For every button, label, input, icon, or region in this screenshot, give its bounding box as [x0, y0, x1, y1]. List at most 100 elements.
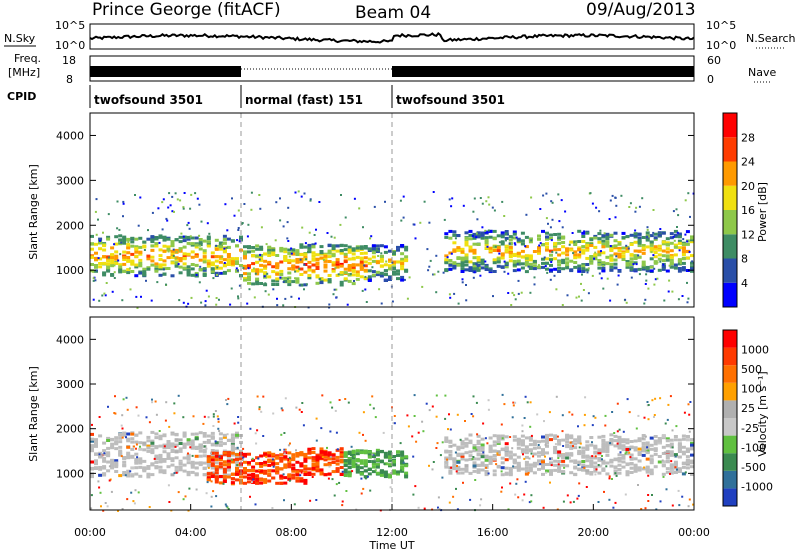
power-noise: [380, 252, 383, 255]
power-cell: [524, 263, 529, 267]
velocity-cell: [259, 481, 264, 485]
power-noise: [654, 278, 657, 281]
velocity-cell: [146, 449, 151, 453]
power-noise: [646, 226, 649, 229]
power-cell: [641, 248, 646, 252]
velocity-cell: [532, 471, 537, 475]
velocity-cell: [597, 448, 602, 452]
velocity-cell: [210, 456, 215, 460]
power-noise: [127, 241, 130, 243]
power-cell: [496, 234, 501, 238]
velocity-cell: [665, 437, 670, 441]
velocity-cell: [512, 435, 517, 439]
velocity-cell: [170, 448, 175, 452]
velocity-noise: [549, 457, 552, 460]
velocity-cell: [553, 450, 558, 454]
power-noise: [314, 242, 317, 245]
velocity-noise: [258, 469, 261, 472]
power-cell: [553, 242, 558, 246]
power-cell: [335, 273, 340, 277]
power-noise: [598, 272, 601, 275]
velocity-noise: [412, 493, 415, 496]
power-noise: [216, 273, 218, 276]
velocity-cell: [363, 475, 368, 479]
velocity-cell: [178, 465, 183, 469]
velocity-noise: [295, 406, 298, 409]
velocity-noise: [114, 395, 116, 398]
velocity-noise: [136, 456, 139, 459]
velocity-cell: [661, 460, 666, 464]
power-cell: [247, 264, 251, 268]
power-cell: [609, 256, 614, 260]
power-cell: [291, 267, 296, 271]
velocity-cell: [464, 467, 469, 471]
power-noise: [238, 284, 241, 287]
power-cell: [504, 249, 509, 253]
velocity-noise: [225, 399, 227, 401]
power-cell: [545, 235, 549, 239]
power-cell: [593, 236, 598, 240]
velocity-cell: [456, 465, 461, 469]
power-cell: [158, 254, 163, 258]
power-cell: [251, 249, 256, 253]
power-noise: [161, 201, 164, 204]
velocity-cell: [673, 464, 678, 468]
power-cell: [549, 249, 553, 253]
power-cell: [593, 234, 598, 238]
velocity-cell: [645, 441, 650, 445]
power-cell: [263, 264, 268, 268]
power-cell: [259, 263, 264, 267]
velocity-cell: [601, 468, 606, 472]
velocity-cell: [178, 438, 183, 442]
power-noise: [298, 284, 301, 287]
power-cell: [625, 247, 630, 251]
power-cell: [464, 268, 469, 272]
power-cell: [649, 240, 654, 244]
velocity-cell: [138, 441, 143, 445]
power-cell: [287, 271, 292, 275]
velocity-cell: [400, 452, 405, 456]
velocity-cell: [307, 456, 312, 460]
power-noise: [516, 263, 519, 266]
power-cell: [629, 233, 634, 237]
velocity-cell: [681, 445, 686, 449]
power-cell: [355, 248, 360, 252]
velocity-cell: [681, 465, 686, 469]
velocity-noise: [374, 469, 377, 472]
power-noise: [335, 288, 338, 291]
power-cell: [388, 249, 392, 253]
power-cell: [267, 249, 272, 253]
velocity-cell: [585, 469, 590, 473]
velocity-cell: [218, 481, 223, 485]
velocity-cell: [126, 469, 131, 473]
velocity-cell: [597, 471, 602, 475]
velocity-cell: [239, 441, 243, 444]
power-cell: [561, 258, 566, 262]
velocity-cell: [565, 445, 570, 449]
power-noise: [653, 283, 656, 286]
power-cell: [251, 268, 256, 272]
velocity-cell: [388, 473, 392, 477]
velocity-noise: [207, 416, 210, 419]
velocity-cell: [508, 471, 513, 475]
power-cell: [102, 273, 107, 277]
power-cell: [283, 279, 288, 283]
velocity-cell: [94, 442, 98, 446]
velocity-cell: [681, 462, 686, 466]
power-cell: [251, 282, 256, 286]
velocity-noise: [626, 398, 629, 401]
velocity-cell: [275, 467, 280, 471]
power-noise: [358, 207, 361, 210]
velocity-cell: [593, 451, 598, 455]
velocity-cell: [673, 435, 678, 438]
power-cell: [597, 253, 602, 257]
velocity-cell: [379, 469, 384, 473]
velocity-noise: [226, 403, 229, 406]
power-cell: [637, 236, 642, 240]
velocity-cell: [460, 440, 465, 444]
power-cell: [637, 249, 642, 253]
power-noise: [442, 271, 445, 274]
power-noise: [237, 297, 240, 300]
power-cell: [295, 280, 300, 284]
